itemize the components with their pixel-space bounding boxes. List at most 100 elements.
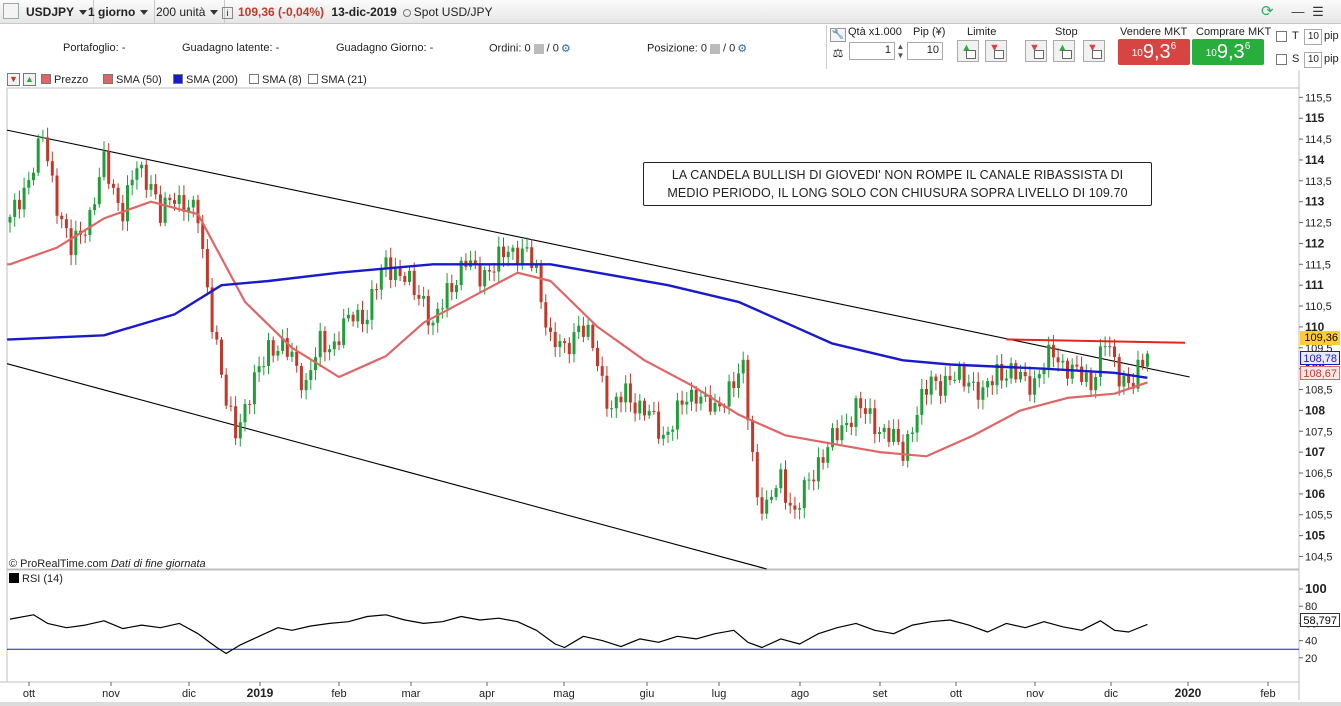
stop-order-button[interactable]: ▼ [1083, 40, 1105, 62]
x-tick-label: ott [23, 688, 35, 700]
candle-body [755, 452, 759, 498]
candle-body [201, 223, 205, 250]
units-selector[interactable]: 200 unità [150, 0, 226, 24]
pip-input[interactable]: 10 [907, 42, 943, 60]
legend-sma200[interactable]: SMA (200) [173, 73, 238, 87]
rsi-label: RSI (14) [22, 573, 63, 585]
candle-body [840, 425, 844, 441]
arrow-up-icon[interactable]: ▲ [23, 73, 36, 86]
stop-checkbox[interactable] [1276, 54, 1287, 65]
candle-body [497, 246, 501, 272]
candle-body [694, 389, 698, 404]
refresh-icon[interactable]: ⟳ [1261, 3, 1274, 20]
legend-sma50[interactable]: SMA (50) [103, 73, 162, 87]
candle-body [906, 433, 910, 461]
candle-body [130, 179, 134, 186]
candle-body [633, 402, 637, 414]
qty-stepper[interactable]: ▲ ▼ [896, 42, 905, 60]
buy-market-button[interactable]: 109,36 [1192, 39, 1264, 65]
candle-body [699, 396, 703, 404]
candle-body [544, 302, 548, 328]
candle-body [375, 289, 379, 291]
candle-body [328, 349, 332, 353]
buy-stop-button[interactable]: ▲ [1053, 40, 1075, 62]
candle-body [553, 331, 557, 348]
instrument-icon[interactable] [3, 3, 19, 19]
candle-body [196, 199, 200, 224]
candle-body [765, 499, 769, 514]
arrow-down-icon[interactable]: ▼ [7, 73, 20, 86]
trailing-checkbox[interactable] [1276, 31, 1287, 42]
rsi-legend[interactable]: RSI (14) [9, 573, 63, 585]
candle-body [1019, 372, 1022, 380]
color-swatch [308, 74, 318, 84]
candle-body [483, 270, 487, 287]
gear-icon[interactable]: ⚙ [560, 43, 571, 55]
sell-market-button[interactable]: 109,36 [1118, 39, 1190, 65]
candle-body [1131, 383, 1135, 389]
legend-sma21[interactable]: SMA (21) [308, 73, 367, 87]
candle-body [727, 381, 731, 407]
candle-body [868, 408, 872, 414]
wrench-icon[interactable]: 🔧 [830, 28, 846, 42]
chevron-down-icon [140, 10, 149, 16]
copyright: © ProRealTime.com Dati di fine giornata [9, 558, 206, 570]
x-tick-label: mag [553, 688, 574, 700]
candle-body [826, 447, 830, 463]
trailing-pip-input[interactable]: 10 [1304, 29, 1322, 45]
candle-body [205, 249, 209, 288]
sell-limit-button[interactable]: ▼ [985, 40, 1007, 62]
candle-body [257, 366, 261, 373]
info-icon[interactable]: i [222, 6, 233, 19]
candle-body [478, 263, 482, 287]
minimize-icon[interactable]: — [1291, 4, 1305, 19]
order-box-icon [994, 50, 1004, 59]
x-tick-label: feb [1260, 688, 1275, 700]
scale-icon[interactable]: ⚖ [832, 46, 844, 60]
candle-body [1051, 344, 1055, 358]
candle-body [1014, 363, 1018, 380]
orders-icon[interactable] [533, 43, 544, 54]
legend-price[interactable]: Prezzo [41, 73, 88, 87]
x-tick-label: 2019 [247, 686, 274, 700]
y-tick-label: 107 [1305, 445, 1325, 459]
color-swatch [103, 74, 113, 84]
candle-body [97, 177, 101, 205]
candle-body [1089, 372, 1093, 391]
sell-stop-button[interactable]: ▼ [1025, 40, 1047, 62]
candle-body [502, 246, 505, 258]
qty-input[interactable]: 1 [849, 42, 895, 60]
stop-pip-input[interactable]: 10 [1304, 52, 1322, 68]
candle-body [1094, 377, 1098, 391]
candle-body [238, 422, 242, 439]
scrollbar[interactable] [0, 702, 1341, 706]
last-price-tag: 109,36 [1300, 331, 1340, 345]
positions-icon[interactable] [709, 43, 720, 54]
y-tick-label: 108,5 [1305, 385, 1333, 397]
candle-body [896, 429, 900, 442]
candle-body [1145, 353, 1149, 367]
candle-body [1103, 346, 1107, 348]
radio-icon[interactable] [402, 8, 411, 17]
legend-sma8[interactable]: SMA (8) [249, 73, 302, 87]
candle-body [530, 247, 534, 268]
instrument-selector[interactable]: USDJPY [20, 0, 95, 24]
candle-body [290, 351, 294, 357]
candle-body [788, 502, 792, 506]
units-label: 200 unità [156, 5, 206, 19]
gear-icon[interactable]: ⚙ [737, 43, 748, 55]
stop-s-label: S [1292, 53, 1300, 65]
candle-body [342, 318, 346, 345]
candle-body [600, 366, 604, 376]
candle-body [41, 137, 45, 139]
menu-icon[interactable]: ☰ [1312, 4, 1324, 19]
x-tick-label: lug [712, 688, 727, 700]
y-tick-label: 111 [1305, 278, 1324, 292]
timeframe-selector[interactable]: 1 giorno [82, 0, 156, 24]
y-tick-label: 106 [1305, 487, 1325, 501]
buy-limit-button[interactable]: ▲ [957, 40, 979, 62]
candle-body [746, 359, 750, 421]
candle-body [854, 398, 858, 427]
candle-body [807, 479, 811, 481]
